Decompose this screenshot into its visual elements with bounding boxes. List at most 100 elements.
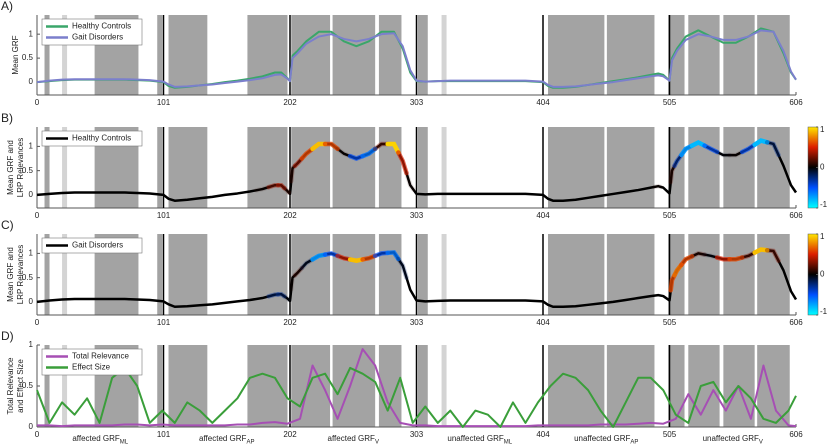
relevance-segment — [282, 185, 291, 195]
segment-label-text: affected GRF — [72, 434, 120, 443]
y-tick-label: 0.5 — [22, 381, 34, 390]
y-axis-label: LRP Relevances — [16, 245, 25, 304]
shaded-region — [157, 345, 163, 427]
light-shaded-region — [62, 127, 68, 208]
relevance-segment — [396, 150, 409, 176]
x-tick-label: 606 — [789, 98, 803, 107]
shaded-region — [291, 127, 331, 208]
segment-label-text: affected GRF — [328, 434, 376, 443]
relevance-segment — [299, 257, 315, 271]
relevance-segment — [292, 265, 305, 278]
relevance-segment — [289, 272, 298, 292]
shaded-region — [548, 345, 605, 427]
shaded-region — [157, 127, 163, 208]
shaded-region — [247, 345, 288, 427]
series-line — [36, 366, 797, 428]
x-tick-label: 101 — [157, 211, 171, 220]
shaded-region — [247, 234, 288, 315]
shaded-region — [606, 345, 655, 427]
x-tick-label: 606 — [789, 430, 803, 439]
shaded-region — [332, 127, 376, 208]
light-shaded-region — [441, 15, 447, 95]
relevance-segment — [672, 262, 684, 278]
shaded-region — [332, 234, 376, 315]
shaded-region — [168, 345, 208, 427]
x-tick-label: 0 — [35, 430, 40, 439]
y-tick-label: 0 — [29, 190, 34, 199]
x-tick-label: 505 — [663, 430, 677, 439]
relevance-segment — [275, 291, 287, 299]
segment-label: affected GRFAP — [199, 434, 254, 445]
segment-label-sub: ML — [504, 439, 513, 445]
shaded-region — [606, 15, 655, 95]
x-tick-label: 505 — [663, 98, 677, 107]
relevance-segment — [385, 250, 401, 262]
shaded-region — [378, 234, 402, 315]
y-tick-label: 1 — [29, 340, 34, 349]
x-tick-label: 505 — [663, 211, 677, 220]
x-tick-label: 101 — [157, 318, 171, 327]
relevance-segment — [652, 183, 663, 190]
x-tick-label: 404 — [536, 430, 550, 439]
relevance-segment — [689, 140, 707, 148]
shaded-region — [378, 15, 402, 95]
x-tick-label: 505 — [663, 318, 677, 327]
y-axis-label: Mean GRF and — [6, 140, 15, 195]
x-tick-label: 303 — [410, 318, 424, 327]
legend-box — [41, 237, 143, 254]
shaded-region — [378, 127, 402, 208]
light-shaded-region — [62, 234, 68, 315]
segment-label: affected GRFML — [72, 434, 128, 445]
panel-label: A) — [1, 0, 13, 13]
legend-label: Gait Disorders — [72, 33, 123, 42]
relevance-segment — [275, 182, 287, 191]
shaded-region — [44, 15, 50, 95]
shaded-region — [378, 345, 402, 427]
series-line — [36, 139, 798, 202]
legend-label: Gait Disorders — [72, 241, 123, 250]
relevance-segment — [679, 254, 695, 268]
x-tick-label: 606 — [789, 318, 803, 327]
x-tick-label: 303 — [410, 211, 424, 220]
shaded-region — [668, 127, 685, 208]
relevance-segment — [396, 256, 409, 280]
shaded-region — [291, 15, 331, 95]
colorbar-tick-label: 1 — [820, 232, 825, 241]
y-tick-label: 0 — [29, 77, 34, 86]
x-tick-label: 101 — [157, 430, 171, 439]
x-tick-label: 202 — [283, 98, 297, 107]
y-axis-label: and Effect Size — [16, 359, 25, 413]
y-tick-label: 0.5 — [22, 166, 34, 175]
segment-label-sub: V — [759, 439, 763, 445]
shaded-region — [688, 234, 720, 315]
segment-label: unaffected GRFV — [703, 434, 763, 445]
legend-box — [41, 130, 143, 147]
light-shaded-region — [62, 15, 68, 95]
light-shaded-region — [62, 345, 68, 427]
legend-label: Healthy Controls — [72, 134, 131, 143]
relevance-segment — [689, 251, 707, 259]
segment-label-sub: AP — [246, 439, 254, 445]
segment-label-sub: ML — [120, 439, 129, 445]
legend-label: Healthy Controls — [72, 22, 131, 31]
relevance-segment — [702, 143, 720, 155]
legend-label: Total Relevance — [72, 352, 129, 361]
light-shaded-region — [441, 234, 447, 315]
legend-box — [41, 18, 143, 46]
x-tick-label: 202 — [283, 211, 297, 220]
y-axis-label: Total Relevance — [6, 357, 15, 414]
x-tick-label: 0 — [35, 211, 40, 220]
y-tick-label: 0.5 — [22, 53, 34, 62]
shaded-region — [157, 15, 163, 95]
shaded-region — [44, 127, 50, 208]
y-axis-label: Mean GRF — [11, 35, 20, 74]
colorbar-tick-label: 1 — [820, 125, 825, 134]
shaded-region — [417, 15, 428, 95]
relevance-segment — [739, 142, 757, 155]
x-tick-label: 303 — [410, 430, 424, 439]
legend-label: Effect Size — [72, 363, 111, 372]
series-line — [36, 29, 797, 88]
x-tick-label: 0 — [35, 318, 40, 327]
x-tick-label: 0 — [35, 98, 40, 107]
